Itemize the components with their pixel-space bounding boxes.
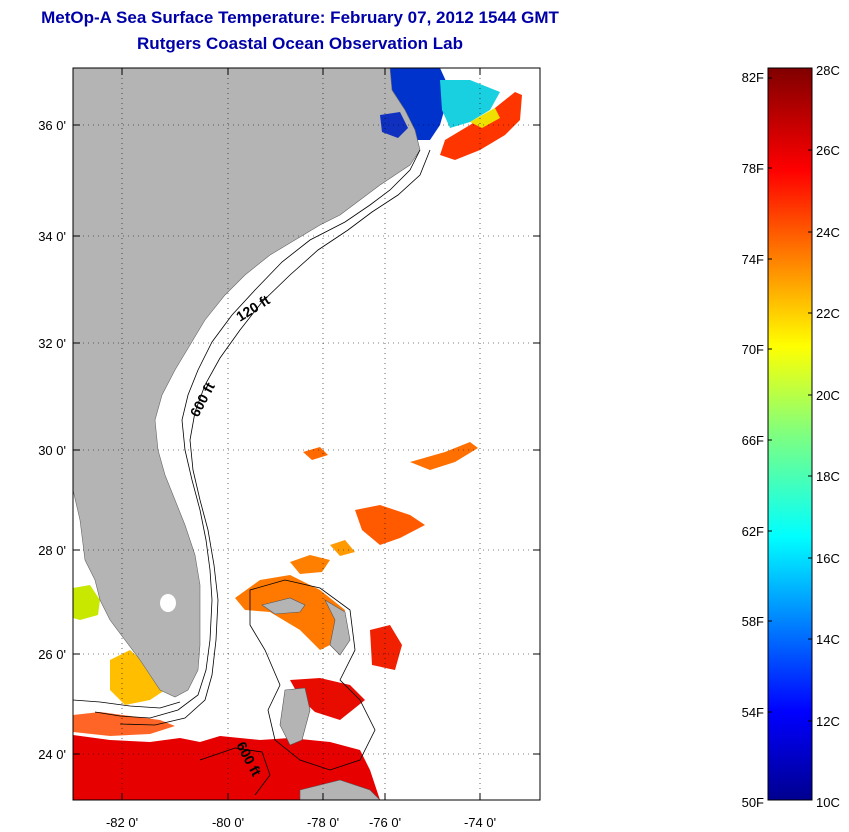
land-abaco bbox=[324, 599, 351, 656]
colorbar-c-14: 14C bbox=[816, 632, 840, 647]
colorbar-c-28: 28C bbox=[816, 63, 840, 78]
colorbar-ticks bbox=[768, 77, 812, 722]
sst-patch-gulf-coast bbox=[73, 585, 100, 620]
sst-patch-florida-bay bbox=[110, 650, 165, 705]
land-grand-bahama bbox=[261, 597, 306, 615]
lat-label-24: 24 0' bbox=[38, 747, 66, 762]
lat-label-36: 36 0' bbox=[38, 118, 66, 133]
contour-florida-straits-deep bbox=[199, 747, 271, 796]
lon-label-74: -74 0' bbox=[464, 815, 496, 830]
lat-label-32: 32 0' bbox=[38, 336, 66, 351]
contour-600ft bbox=[119, 149, 431, 726]
colorbar-f-66: 66F bbox=[742, 433, 764, 448]
contour-120ft bbox=[94, 149, 421, 719]
contour-keys bbox=[73, 699, 181, 709]
colorbar-c-26: 26C bbox=[816, 143, 840, 158]
colorbar-f-78: 78F bbox=[742, 161, 764, 176]
colorbar: 82F 78F 74F 70F 66F 62F 58F 54F 50F 28C … bbox=[742, 63, 840, 810]
colorbar-f-62: 62F bbox=[742, 524, 764, 539]
colorbar-f-74: 74F bbox=[742, 252, 764, 267]
colorbar-f-50: 50F bbox=[742, 795, 764, 810]
contour-bahamas-bank bbox=[249, 579, 376, 771]
colorbar-c-16: 16C bbox=[816, 551, 840, 566]
sst-patch-hatteras-yellow bbox=[470, 108, 500, 128]
lon-label-78: -78 0' bbox=[307, 815, 339, 830]
colorbar-c-12: 12C bbox=[816, 714, 840, 729]
lat-label-26: 26 0' bbox=[38, 647, 66, 662]
colorbar-c-18: 18C bbox=[816, 469, 840, 484]
lon-label-80: -80 0' bbox=[212, 815, 244, 830]
colorbar-c-24: 24C bbox=[816, 225, 840, 240]
colorbar-f-54: 54F bbox=[742, 705, 764, 720]
sst-patch-hatteras-cyan bbox=[440, 80, 500, 128]
sst-patch-scattered-2 bbox=[303, 447, 328, 460]
land-cuba-edge bbox=[299, 779, 381, 800]
sst-patch-bahamas-east bbox=[370, 625, 402, 670]
colorbar-c-20: 20C bbox=[816, 388, 840, 403]
lon-label-76: -76 0' bbox=[369, 815, 401, 830]
bathymetry-contours bbox=[73, 149, 431, 796]
lat-label-34: 34 0' bbox=[38, 229, 66, 244]
colorbar-c-22: 22C bbox=[816, 306, 840, 321]
colorbar-gradient bbox=[767, 67, 813, 801]
graticule bbox=[73, 68, 540, 800]
map-ticks bbox=[73, 68, 540, 800]
colorbar-f-58: 58F bbox=[742, 614, 764, 629]
colorbar-f-70: 70F bbox=[742, 342, 764, 357]
sst-patch-florida-straits bbox=[73, 735, 380, 800]
lake-okeechobee bbox=[160, 594, 176, 612]
colorbar-c-10: 10C bbox=[816, 795, 840, 810]
lon-label-82: -82 0' bbox=[106, 815, 138, 830]
map-title: MetOp-A Sea Surface Temperature: Februar… bbox=[41, 8, 559, 27]
sst-patch-north-atlantic bbox=[355, 505, 425, 545]
land-andros bbox=[279, 687, 311, 746]
sst-patch-bahamas-central bbox=[290, 678, 365, 720]
colorbar-f-82: 82F bbox=[742, 70, 764, 85]
map-frame bbox=[72, 67, 541, 801]
sst-patch-scattered-1 bbox=[410, 442, 478, 470]
lat-label-28: 28 0' bbox=[38, 543, 66, 558]
map-subtitle: Rutgers Coastal Ocean Observation Lab bbox=[137, 34, 463, 53]
sst-patch-scattered-4 bbox=[330, 540, 355, 556]
lat-label-30: 30 0' bbox=[38, 443, 66, 458]
sst-patch-scattered-3 bbox=[290, 555, 330, 574]
map-panel: 120 ft 600 ft 600 ft 36 0' 34 0' 32 0' bbox=[38, 67, 541, 830]
